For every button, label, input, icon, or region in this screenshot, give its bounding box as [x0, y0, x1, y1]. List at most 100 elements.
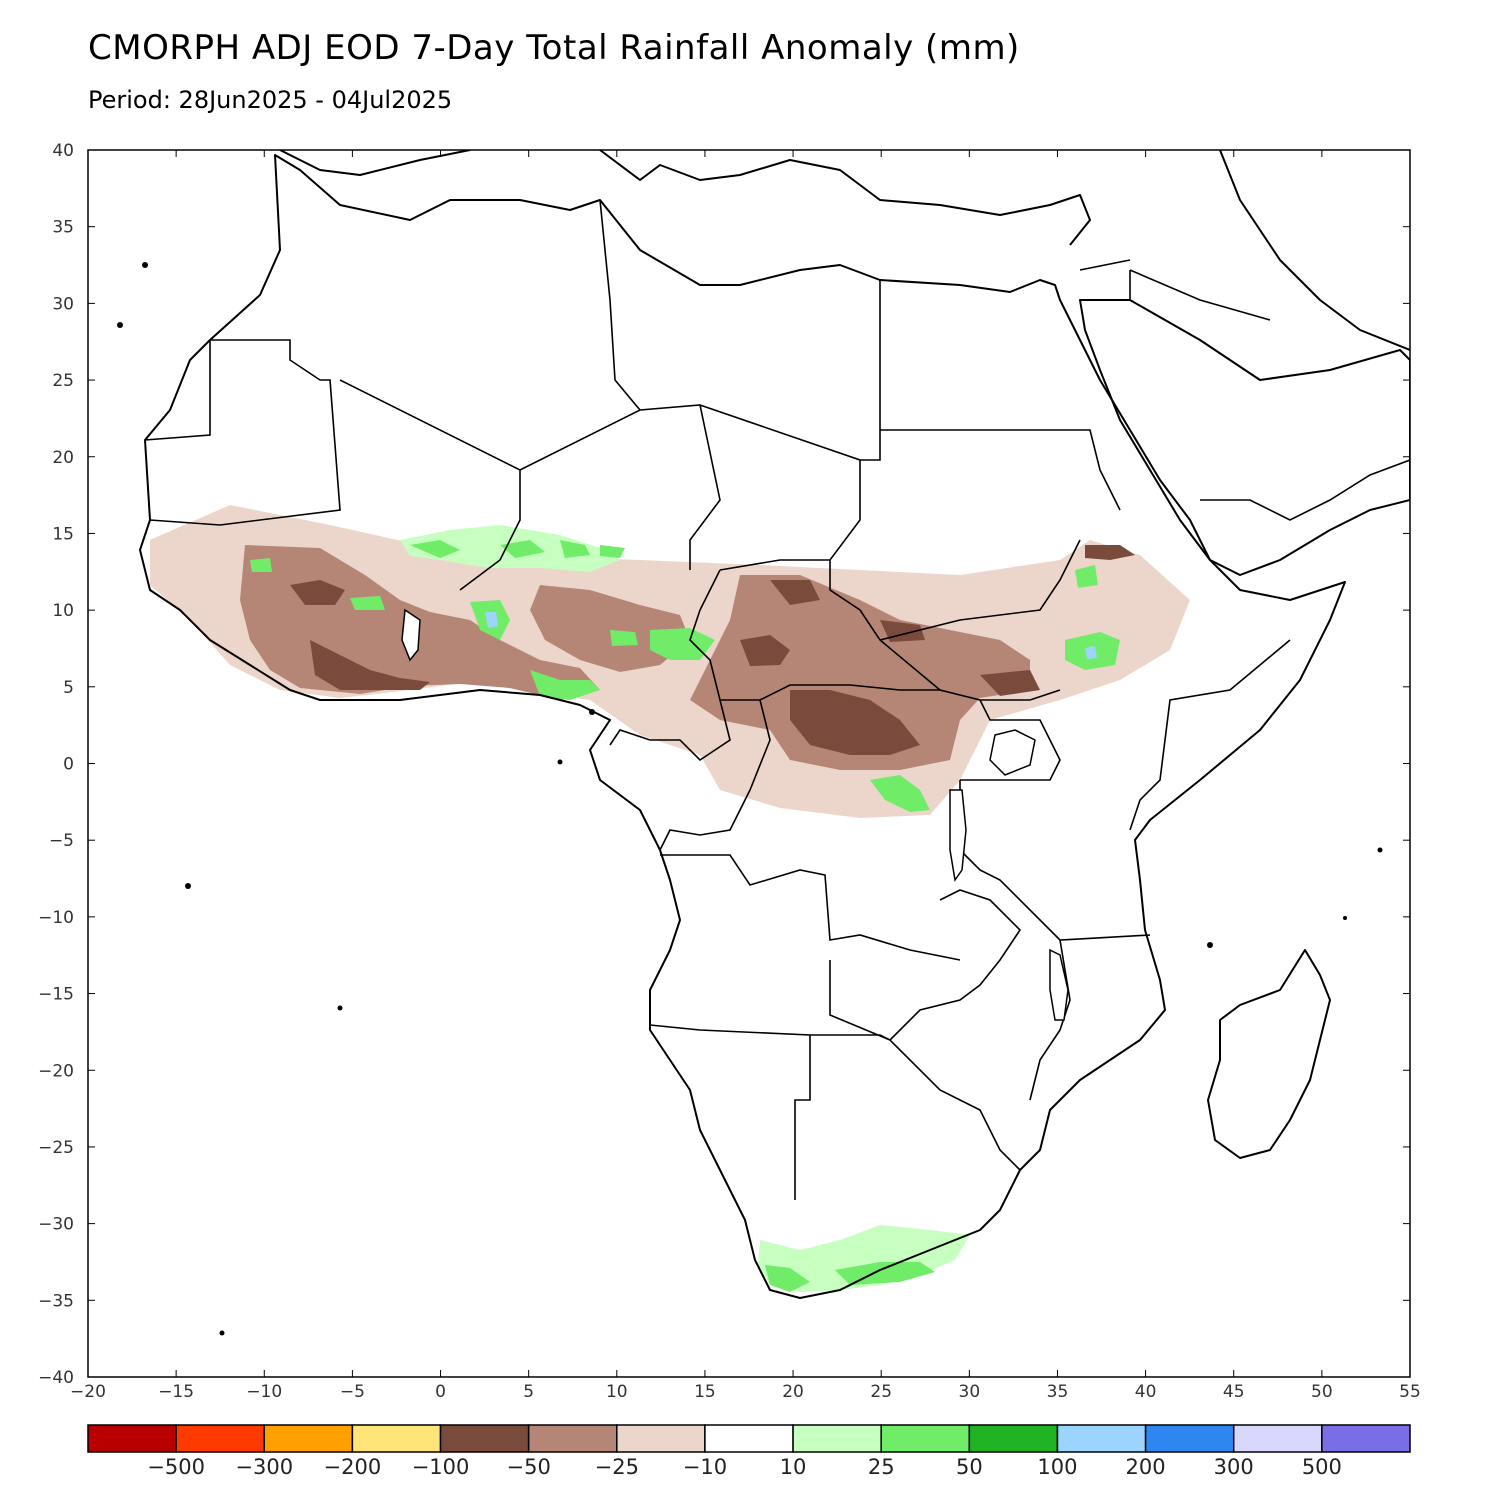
island-seychelles [1377, 847, 1383, 853]
colorbar-swatch [1144, 1424, 1235, 1453]
colorbar-swatch [439, 1424, 530, 1453]
colorbar-swatch [351, 1424, 442, 1453]
lon-tick-label: 30 [959, 1382, 981, 1402]
island-tristan [219, 1330, 225, 1336]
colorbar-label: 10 [780, 1455, 807, 1479]
anomaly-green-south-africa [765, 1262, 935, 1292]
island-bioko [589, 709, 595, 715]
anomaly-dark-brown-car [790, 690, 920, 755]
colorbar: −500 −300 −200 −100 −50 −25 −10 10 25 50 100 200 300… [87, 1424, 1411, 1479]
anomaly-dark-brown-senegal [290, 580, 345, 605]
colorbar-label: 300 [1214, 1455, 1254, 1479]
lat-tick-label: 20 [52, 448, 74, 468]
lat-tick-label: 10 [52, 601, 74, 621]
lat-tick-label: −15 [38, 985, 74, 1005]
island-ascension [185, 883, 191, 889]
colorbar-label: 100 [1037, 1455, 1077, 1479]
colorbar-label: 500 [1302, 1455, 1342, 1479]
lake-malawi [1049, 948, 1069, 1021]
lakes [401, 608, 1069, 1021]
colorbar-swatch [263, 1424, 354, 1453]
lat-tick-label: −10 [38, 908, 74, 928]
lake-victoria [989, 729, 1036, 776]
lat-tick-label: −20 [38, 1061, 74, 1081]
anomaly-blue-ethiopia [1085, 646, 1097, 659]
lake-volta [401, 608, 421, 662]
lon-tick-label: 50 [1311, 1382, 1333, 1402]
island-st-helena [337, 1005, 343, 1011]
country-borders [144, 199, 1410, 1200]
anomaly-green-congo [870, 775, 930, 812]
chart-period: Period: 28Jun2025 - 04Jul2025 [88, 86, 453, 114]
lon-tick-label: −5 [340, 1382, 365, 1402]
colorbar-label: −100 [412, 1455, 470, 1479]
lat-tick-label: 40 [52, 141, 74, 161]
lat-tick-label: 5 [63, 678, 74, 698]
map-layer [117, 150, 1410, 1336]
lon-tick-label: 15 [694, 1382, 716, 1402]
lon-tick-label: 35 [1047, 1382, 1069, 1402]
colorbar-swatch [792, 1424, 882, 1453]
colorbar-swatch [616, 1424, 706, 1453]
lon-tick-label: −10 [246, 1382, 282, 1402]
lat-tick-label: 0 [63, 755, 74, 775]
colorbar-label: 25 [868, 1455, 895, 1479]
anomaly-brown-central [690, 575, 1030, 770]
anomaly-dark-brown-ethiopia [1085, 545, 1135, 560]
lon-tick-label: −15 [158, 1382, 194, 1402]
colorbar-label: 50 [956, 1455, 983, 1479]
anomaly-brown-nigeria [530, 585, 690, 672]
colorbar-swatch [1321, 1424, 1411, 1453]
europe-coastline [279, 150, 1410, 351]
lat-tick-label: −25 [38, 1138, 74, 1158]
lon-tick-label: 55 [1399, 1382, 1421, 1402]
colorbar-label: −300 [235, 1455, 293, 1479]
lat-tick-label: −35 [38, 1291, 74, 1311]
island-cape-verde [117, 322, 123, 328]
lon-tick-label: 5 [523, 1382, 534, 1402]
lon-tick-label: 45 [1223, 1382, 1245, 1402]
colorbar-label: −25 [595, 1455, 639, 1479]
island-comoros [1207, 942, 1213, 948]
colorbar-label: −10 [683, 1455, 727, 1479]
colorbar-swatch [527, 1424, 618, 1453]
anomaly-green-ethiopia [1065, 565, 1120, 670]
lon-tick-label: 10 [606, 1382, 628, 1402]
lon-tick-label: 25 [870, 1382, 892, 1402]
lat-tick-label: 30 [52, 294, 74, 314]
colorbar-label: −50 [507, 1455, 551, 1479]
anomaly-green-sahel [250, 540, 625, 610]
arabia-coastline [1079, 299, 1410, 576]
lon-tick-label: 20 [782, 1382, 804, 1402]
colorbar-label: −200 [324, 1455, 382, 1479]
lake-tanganyika [949, 789, 967, 882]
colorbar-swatch [87, 1424, 177, 1453]
anomaly-green-cameroon [610, 628, 715, 660]
lat-tick-label: 25 [52, 371, 74, 391]
anomaly-blue-togo [485, 612, 498, 628]
island-sao-tome [557, 759, 563, 765]
anomaly-fills [150, 505, 1190, 1292]
colorbar-label: 200 [1126, 1455, 1166, 1479]
lat-tick-label: −40 [38, 1368, 74, 1388]
madagascar-coastline [1207, 949, 1331, 1159]
colorbar-swatch [968, 1424, 1059, 1453]
anomaly-green-coast [530, 670, 600, 700]
lat-tick-label: 15 [52, 524, 74, 544]
anomaly-dark-brown-ivory [310, 640, 430, 690]
colorbar-swatch [175, 1424, 266, 1453]
colorbar-label: −500 [147, 1455, 205, 1479]
lat-tick-label: −30 [38, 1215, 74, 1235]
colorbar-swatch [704, 1424, 794, 1453]
lat-tick-label: 35 [52, 218, 74, 238]
axes: −20 −15 −10 −5 0 5 10 15 20 25 30 35 40 45 50 554035302… [38, 141, 1421, 1402]
islands [117, 262, 1383, 1336]
lat-tick-label: −5 [49, 831, 74, 851]
lon-tick-label: −20 [70, 1382, 106, 1402]
lon-tick-label: 40 [1135, 1382, 1157, 1402]
colorbar-swatch [1232, 1424, 1323, 1453]
lon-tick-label: 0 [435, 1382, 446, 1402]
colorbar-swatch [1056, 1424, 1147, 1453]
island-canaries [142, 262, 148, 268]
